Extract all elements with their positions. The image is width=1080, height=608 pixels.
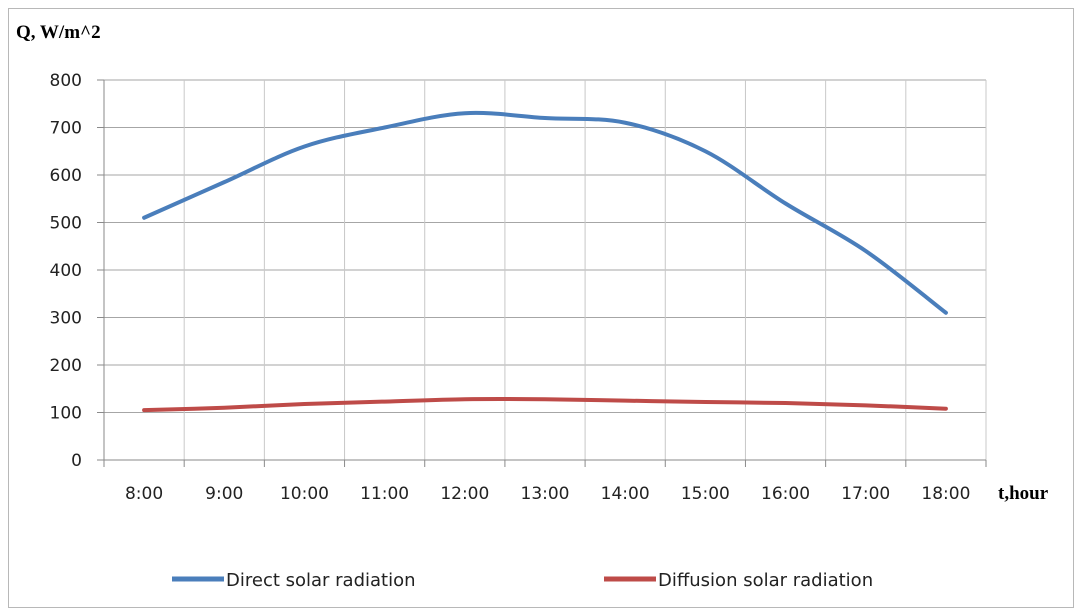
x-tick-label: 17:00 <box>841 484 890 504</box>
legend-label-diffusion-solar-radiation: Diffusion solar radiation <box>658 570 873 591</box>
y-tick-label: 500 <box>50 214 82 234</box>
y-tick-label: 300 <box>50 309 82 329</box>
x-tick-label: 18:00 <box>921 484 970 504</box>
y-tick-label: 100 <box>50 404 82 424</box>
y-tick-label: 600 <box>50 166 82 186</box>
x-tick-label: 14:00 <box>601 484 650 504</box>
chart-frame <box>8 8 1074 608</box>
legend: Direct solar radiation Diffusion solar ra… <box>172 570 873 591</box>
series-line-diffusion-solar-radiation <box>142 396 948 413</box>
x-tick-labels: 8:00 9:00 10:00 11:00 12:00 13:00 14:00 15:00 16… <box>125 484 970 504</box>
x-tick-label: 10:00 <box>280 484 329 504</box>
x-tick-label: 12:00 <box>440 484 489 504</box>
y-tick-label: 0 <box>71 451 82 471</box>
y-tick-labels: 0 100 200 300 400 500 600 700 800 <box>50 71 82 471</box>
x-tick-label: 9:00 <box>205 484 243 504</box>
y-tick-label: 400 <box>50 261 82 281</box>
x-axis-label: t,hour <box>998 483 1049 504</box>
x-tick-label: 15:00 <box>681 484 730 504</box>
series-lines <box>142 110 948 413</box>
x-tick-label: 8:00 <box>125 484 163 504</box>
x-tick-label: 16:00 <box>761 484 810 504</box>
gridlines <box>104 79 987 460</box>
x-tick-label: 11:00 <box>360 484 409 504</box>
y-tick-label: 800 <box>50 71 82 91</box>
y-tick-label: 700 <box>50 119 82 139</box>
axes <box>97 79 987 467</box>
series-line-direct-solar-radiation <box>142 110 948 315</box>
legend-label-direct-solar-radiation: Direct solar radiation <box>226 570 416 591</box>
x-tick-label: 13:00 <box>521 484 570 504</box>
y-axis-label: Q, W/m^2 <box>16 22 101 43</box>
y-tick-label: 200 <box>50 356 82 376</box>
